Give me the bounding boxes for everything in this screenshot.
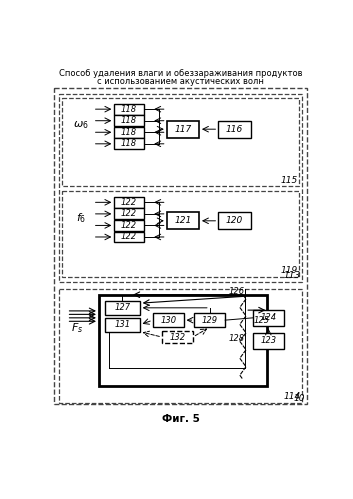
Text: 115: 115: [280, 176, 298, 185]
Text: 119: 119: [280, 266, 298, 275]
Text: 131: 131: [114, 320, 131, 329]
Bar: [195, 313, 225, 327]
Text: 122: 122: [121, 233, 137, 242]
Text: 124: 124: [260, 313, 276, 322]
Text: 120: 120: [226, 216, 243, 226]
Text: 121: 121: [174, 216, 191, 226]
Bar: [59, 288, 302, 403]
Bar: [105, 318, 140, 332]
Text: 122: 122: [121, 198, 137, 207]
Text: 132: 132: [169, 332, 186, 342]
Bar: [114, 127, 144, 138]
Bar: [153, 313, 184, 327]
Text: 129: 129: [202, 316, 218, 325]
Bar: [105, 301, 140, 315]
Text: 123: 123: [260, 336, 276, 345]
Bar: [162, 331, 193, 343]
Bar: [218, 213, 251, 229]
Bar: [253, 310, 284, 325]
Bar: [59, 94, 302, 281]
Bar: [114, 115, 144, 126]
Text: 114: 114: [283, 392, 301, 401]
Text: 118: 118: [121, 105, 137, 114]
Text: Способ удаления влаги и обеззараживания продуктов: Способ удаления влаги и обеззараживания …: [59, 69, 302, 78]
Text: 117: 117: [174, 125, 191, 134]
Text: 128: 128: [228, 334, 244, 343]
Text: 118: 118: [121, 139, 137, 148]
Bar: [253, 333, 284, 349]
Bar: [54, 88, 307, 404]
Text: 116: 116: [226, 125, 243, 134]
Text: 10: 10: [294, 394, 305, 403]
Text: 122: 122: [121, 221, 137, 230]
Text: 122: 122: [121, 210, 137, 219]
Bar: [114, 138, 144, 149]
Bar: [114, 220, 144, 231]
Bar: [218, 121, 251, 138]
Text: 130: 130: [160, 316, 176, 325]
Bar: [62, 98, 299, 186]
Text: $F_s$: $F_s$: [71, 321, 84, 335]
Text: 126: 126: [229, 287, 245, 296]
Text: $f_6$: $f_6$: [76, 212, 86, 226]
Bar: [99, 295, 267, 386]
Bar: [114, 232, 144, 243]
Bar: [114, 209, 144, 219]
Bar: [114, 197, 144, 208]
Text: с использованием акустических волн: с использованием акустических волн: [97, 77, 264, 86]
Bar: [114, 104, 144, 115]
Text: 113: 113: [283, 271, 301, 280]
Text: 118: 118: [121, 116, 137, 125]
Text: $\omega_6$: $\omega_6$: [73, 119, 89, 131]
Text: 125: 125: [254, 316, 270, 325]
Text: 127: 127: [114, 303, 131, 312]
Text: 118: 118: [121, 128, 137, 137]
Bar: [167, 121, 199, 138]
Bar: [62, 191, 299, 277]
Bar: [167, 213, 199, 229]
Text: Фиг. 5: Фиг. 5: [162, 415, 199, 425]
